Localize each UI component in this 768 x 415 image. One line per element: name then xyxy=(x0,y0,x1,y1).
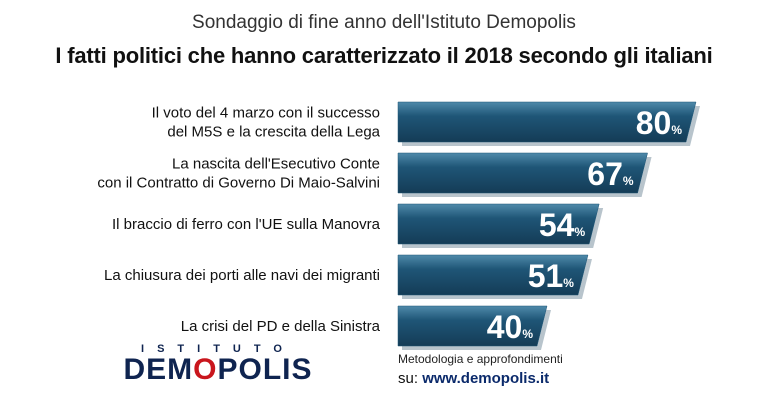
url-prefix: su: xyxy=(398,370,419,387)
category-label: del M5S e la crescita della Lega xyxy=(167,124,380,141)
logo-subtitle: ISTITUTO xyxy=(141,343,295,355)
category-label: Il voto del 4 marzo con il successo xyxy=(152,105,380,122)
chart-title: I fatti politici che hanno caratterizzat… xyxy=(55,43,713,68)
logo-part-o: O xyxy=(193,353,218,386)
value-label: 67% xyxy=(587,156,634,192)
website-line: su: www.demopolis.it xyxy=(398,370,549,387)
bar xyxy=(397,152,648,194)
value-label: 51% xyxy=(528,258,575,294)
category-label: con il Contratto di Governo Di Maio-Salv… xyxy=(97,175,380,192)
methodology-label: Metodologia e approfondimenti xyxy=(398,352,563,366)
category-label: La nascita dell'Esecutivo Conte xyxy=(172,156,380,173)
value-label: 80% xyxy=(636,105,683,141)
website-link[interactable]: www.demopolis.it xyxy=(422,370,550,387)
demopolis-logo: ISTITUTO DEMOPOLIS xyxy=(118,343,318,385)
category-label: Il braccio di ferro con l'UE sulla Manov… xyxy=(112,216,381,233)
bar xyxy=(397,305,548,347)
bar xyxy=(397,254,589,296)
logo-part-2: POLIS xyxy=(217,353,313,386)
value-label: 54% xyxy=(539,207,586,243)
bar xyxy=(397,101,697,143)
logo-part-1: DEM xyxy=(123,353,194,386)
value-label: 40% xyxy=(487,309,534,345)
chart-supertitle: Sondaggio di fine anno dell'Istituto Dem… xyxy=(192,12,576,33)
category-label: La crisi del PD e della Sinistra xyxy=(181,318,381,335)
bar xyxy=(397,203,600,245)
category-label: La chiusura dei porti alle navi dei migr… xyxy=(104,267,380,284)
logo-wordmark: DEMOPOLIS xyxy=(118,355,318,385)
